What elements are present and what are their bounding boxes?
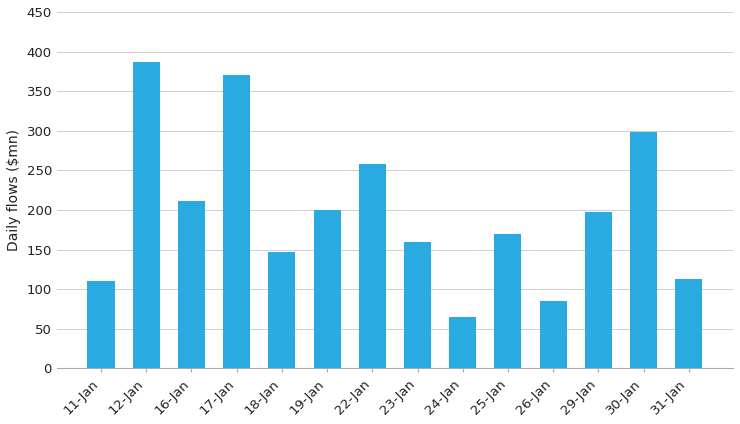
Y-axis label: Daily flows ($mn): Daily flows ($mn) xyxy=(7,129,21,251)
Bar xyxy=(269,252,295,368)
Bar xyxy=(630,132,657,368)
Bar xyxy=(539,301,567,368)
Bar xyxy=(87,281,115,368)
Bar xyxy=(359,164,386,368)
Bar xyxy=(449,317,477,368)
Bar xyxy=(223,75,250,368)
Bar xyxy=(404,242,431,368)
Bar xyxy=(494,234,522,368)
Bar xyxy=(132,62,160,368)
Bar xyxy=(675,279,702,368)
Bar xyxy=(178,201,205,368)
Bar xyxy=(585,212,612,368)
Bar xyxy=(314,210,340,368)
